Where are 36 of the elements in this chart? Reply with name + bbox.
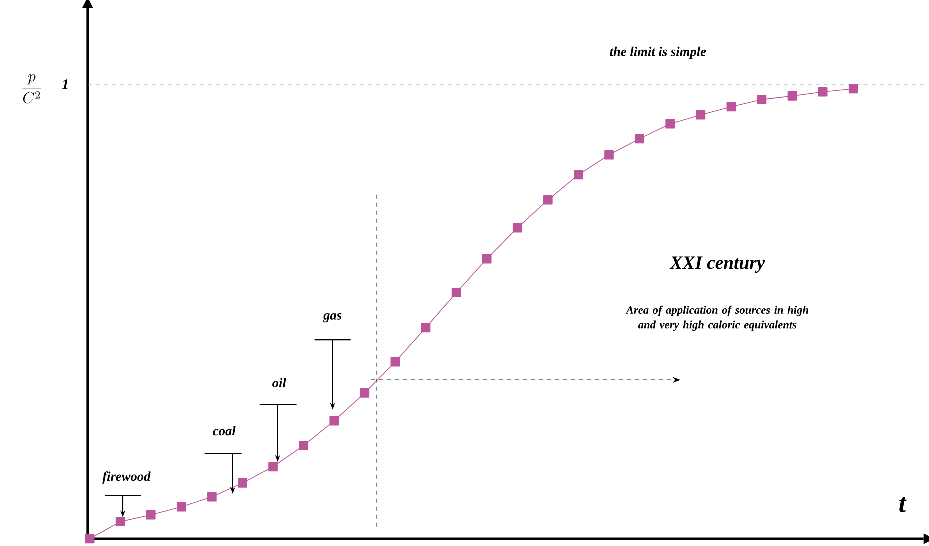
point — [146, 510, 156, 520]
point — [360, 388, 370, 398]
point — [604, 150, 614, 160]
point — [818, 87, 828, 97]
point — [666, 119, 676, 129]
point — [848, 84, 858, 94]
annotation: Area of application of sources in high and very high caloric equivalents — [626, 306, 808, 332]
point — [696, 110, 706, 120]
annotation: coal — [213, 426, 236, 436]
point — [757, 95, 767, 104]
point — [268, 462, 278, 472]
point — [390, 357, 400, 367]
annotation: gas — [323, 313, 342, 323]
point — [788, 92, 798, 101]
annotation: firewood — [102, 472, 151, 484]
annotation: oil — [272, 378, 286, 388]
point — [299, 441, 308, 450]
point — [238, 478, 248, 488]
point — [330, 416, 340, 426]
point — [574, 170, 584, 180]
point — [512, 223, 522, 233]
point — [635, 134, 644, 144]
annotation: XXI century — [670, 256, 766, 274]
point — [176, 502, 186, 512]
point — [208, 492, 217, 502]
x-axis-title: t — [900, 497, 907, 512]
text: the limit is simple — [610, 46, 706, 60]
point — [85, 534, 95, 544]
point — [421, 323, 431, 333]
point — [726, 102, 736, 112]
ref-line-label: 1 — [62, 80, 68, 90]
y-axis-title: $\frac{p}{C^{2}}$ — [22, 74, 42, 104]
point — [544, 195, 553, 205]
point — [482, 254, 492, 264]
point — [452, 288, 462, 298]
point — [116, 517, 126, 527]
